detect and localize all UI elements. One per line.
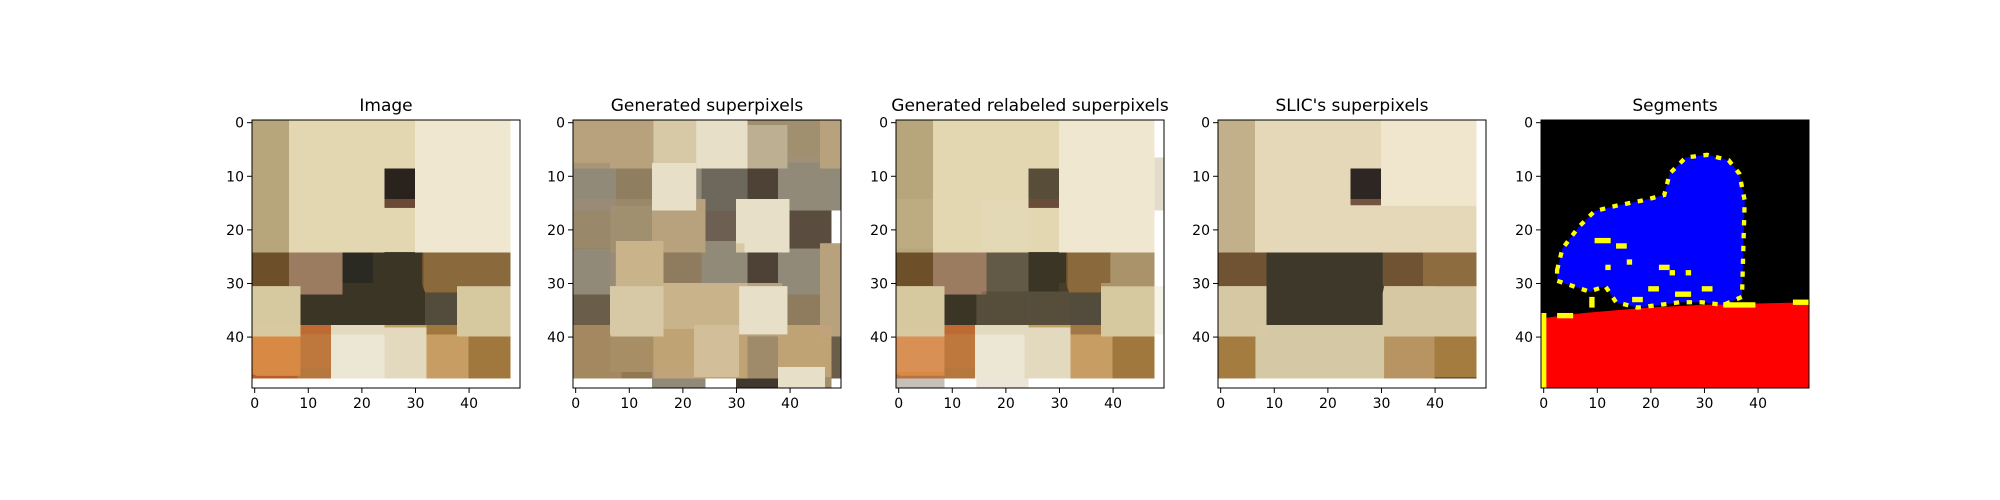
- y-tick-label: 10: [870, 169, 888, 185]
- x-tick-label: 30: [407, 396, 425, 412]
- y-tick-label: 0: [1524, 116, 1533, 132]
- y-tick-label: 40: [1515, 330, 1533, 346]
- y-tick-label: 10: [226, 169, 244, 185]
- axes-frame: [1540, 119, 1810, 389]
- y-tick-label: 20: [870, 223, 888, 239]
- x-tick-label: 10: [299, 396, 317, 412]
- y-tick-label: 30: [1192, 276, 1210, 292]
- axes-frame: [251, 119, 521, 389]
- panel-title: Segments: [1632, 96, 1718, 116]
- panel-image: [896, 120, 1164, 388]
- x-tick-label: 0: [1539, 396, 1548, 412]
- x-tick-label: 0: [894, 396, 903, 412]
- panel-title: Image: [359, 96, 412, 116]
- y-tick-label: 40: [870, 330, 888, 346]
- y-tick-label: 30: [1515, 276, 1533, 292]
- x-tick-label: 0: [1216, 396, 1225, 412]
- y-tick-label: 40: [226, 330, 244, 346]
- x-tick-label: 40: [1426, 396, 1444, 412]
- x-tick-label: 10: [943, 396, 961, 412]
- panel-image: [573, 120, 841, 388]
- axes-frame: [572, 119, 842, 389]
- y-tick-label: 20: [547, 223, 565, 239]
- y-tick-label: 30: [547, 276, 565, 292]
- y-tick-label: 0: [879, 116, 888, 132]
- panel-title: SLIC's superpixels: [1275, 96, 1428, 116]
- x-tick-label: 20: [997, 396, 1015, 412]
- y-tick-label: 20: [226, 223, 244, 239]
- y-tick-label: 30: [870, 276, 888, 292]
- panel-1: Image 0 10 20 30 40 0 10 20 30 40: [226, 96, 521, 412]
- y-tick-label: 20: [1192, 223, 1210, 239]
- x-tick-label: 20: [1319, 396, 1337, 412]
- x-tick-label: 30: [1373, 396, 1391, 412]
- x-tick-label: 10: [1588, 396, 1606, 412]
- panel-title: Generated relabeled superpixels: [891, 96, 1169, 116]
- x-tick-label: 20: [353, 396, 371, 412]
- y-tick-label: 10: [1515, 169, 1533, 185]
- x-tick-label: 30: [728, 396, 746, 412]
- y-tick-label: 0: [556, 116, 565, 132]
- x-tick-label: 40: [1104, 396, 1122, 412]
- panel-image: [252, 120, 520, 388]
- x-tick-label: 10: [1265, 396, 1283, 412]
- x-tick-label: 40: [1749, 396, 1767, 412]
- y-tick-label: 30: [226, 276, 244, 292]
- panel-2: Generated superpixels 0 10 20 30 40 0 10 20 30 40: [547, 96, 842, 412]
- y-tick-label: 0: [1201, 116, 1210, 132]
- y-tick-label: 20: [1515, 223, 1533, 239]
- x-tick-label: 0: [250, 396, 259, 412]
- y-tick-label: 40: [547, 330, 565, 346]
- y-tick-label: 0: [235, 116, 244, 132]
- panel-image: [1541, 120, 1809, 388]
- x-tick-label: 20: [1642, 396, 1660, 412]
- x-tick-label: 0: [571, 396, 580, 412]
- y-tick-label: 40: [1192, 330, 1210, 346]
- x-tick-label: 30: [1696, 396, 1714, 412]
- panel-title: Generated superpixels: [611, 96, 804, 116]
- x-tick-label: 40: [460, 396, 478, 412]
- panel-5: Segments 0 10 20 30 40 0 10 20 30 40: [1515, 96, 1810, 412]
- axes-frame: [895, 119, 1165, 389]
- x-tick-label: 40: [781, 396, 799, 412]
- x-tick-label: 20: [674, 396, 692, 412]
- x-tick-label: 30: [1051, 396, 1069, 412]
- y-tick-label: 10: [547, 169, 565, 185]
- y-tick-label: 10: [1192, 169, 1210, 185]
- panel-image: [1218, 120, 1486, 388]
- axes-frame: [1217, 119, 1487, 389]
- panel-4: SLIC's superpixels 0 10 20 30 40 0 10 20 30 40: [1192, 96, 1487, 412]
- x-tick-label: 10: [620, 396, 638, 412]
